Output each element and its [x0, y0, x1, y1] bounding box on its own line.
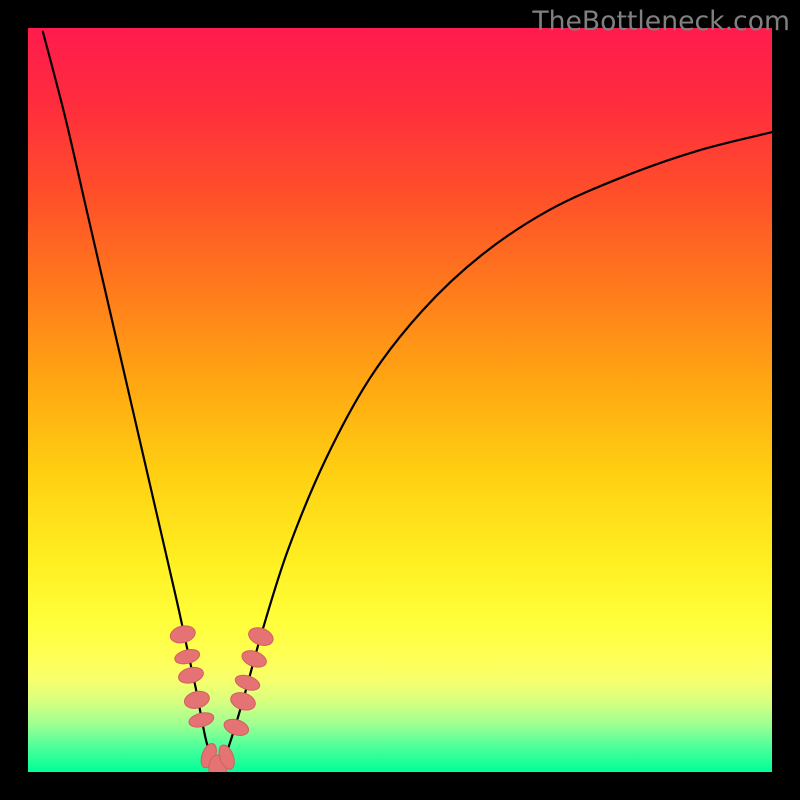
watermark-text: TheBottleneck.com	[532, 6, 790, 37]
chart-canvas	[0, 0, 800, 800]
plot-area	[28, 28, 772, 780]
chart-root: TheBottleneck.com	[0, 0, 800, 800]
gradient-background	[28, 28, 772, 772]
